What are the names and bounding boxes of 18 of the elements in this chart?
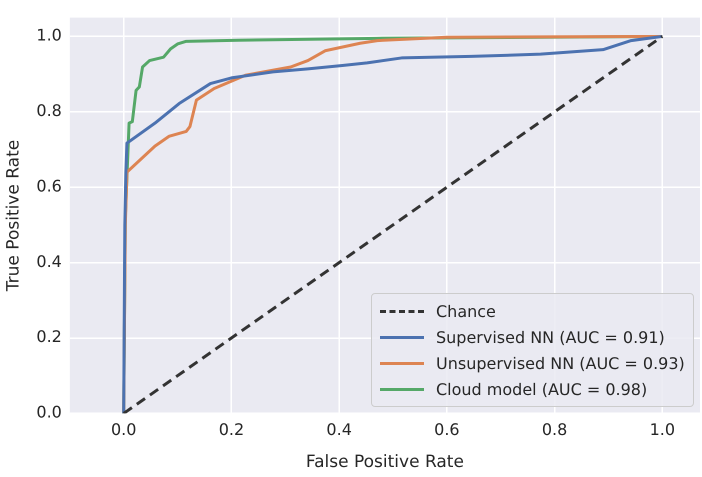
- y-tick-label: 0.6: [36, 176, 62, 196]
- x-tick-label: 0.6: [434, 420, 460, 440]
- x-tick-label: 0.4: [326, 420, 352, 440]
- y-tick-label: 0.2: [36, 327, 62, 346]
- y-tick-label: 1.0: [36, 26, 62, 45]
- y-tick-label: 0.8: [36, 100, 62, 120]
- y-tick-label: 0.0: [36, 402, 62, 422]
- x-axis-title: False Positive Rate: [306, 452, 464, 472]
- y-tick-label: 0.4: [36, 252, 62, 271]
- legend-label: Supervised NN (AUC = 0.91): [436, 328, 665, 347]
- x-tick-label: 0.8: [542, 420, 568, 440]
- y-axis-title: True Positive Rate: [4, 140, 24, 292]
- legend-label: Cloud model (AUC = 0.98): [436, 380, 648, 399]
- legend-label: Unsupervised NN (AUC = 0.93): [436, 354, 685, 373]
- x-tick-label: 0.0: [110, 420, 136, 440]
- x-tick-label: 1.0: [650, 420, 676, 440]
- x-tick-label: 0.2: [218, 420, 244, 440]
- legend-label: Chance: [436, 302, 496, 321]
